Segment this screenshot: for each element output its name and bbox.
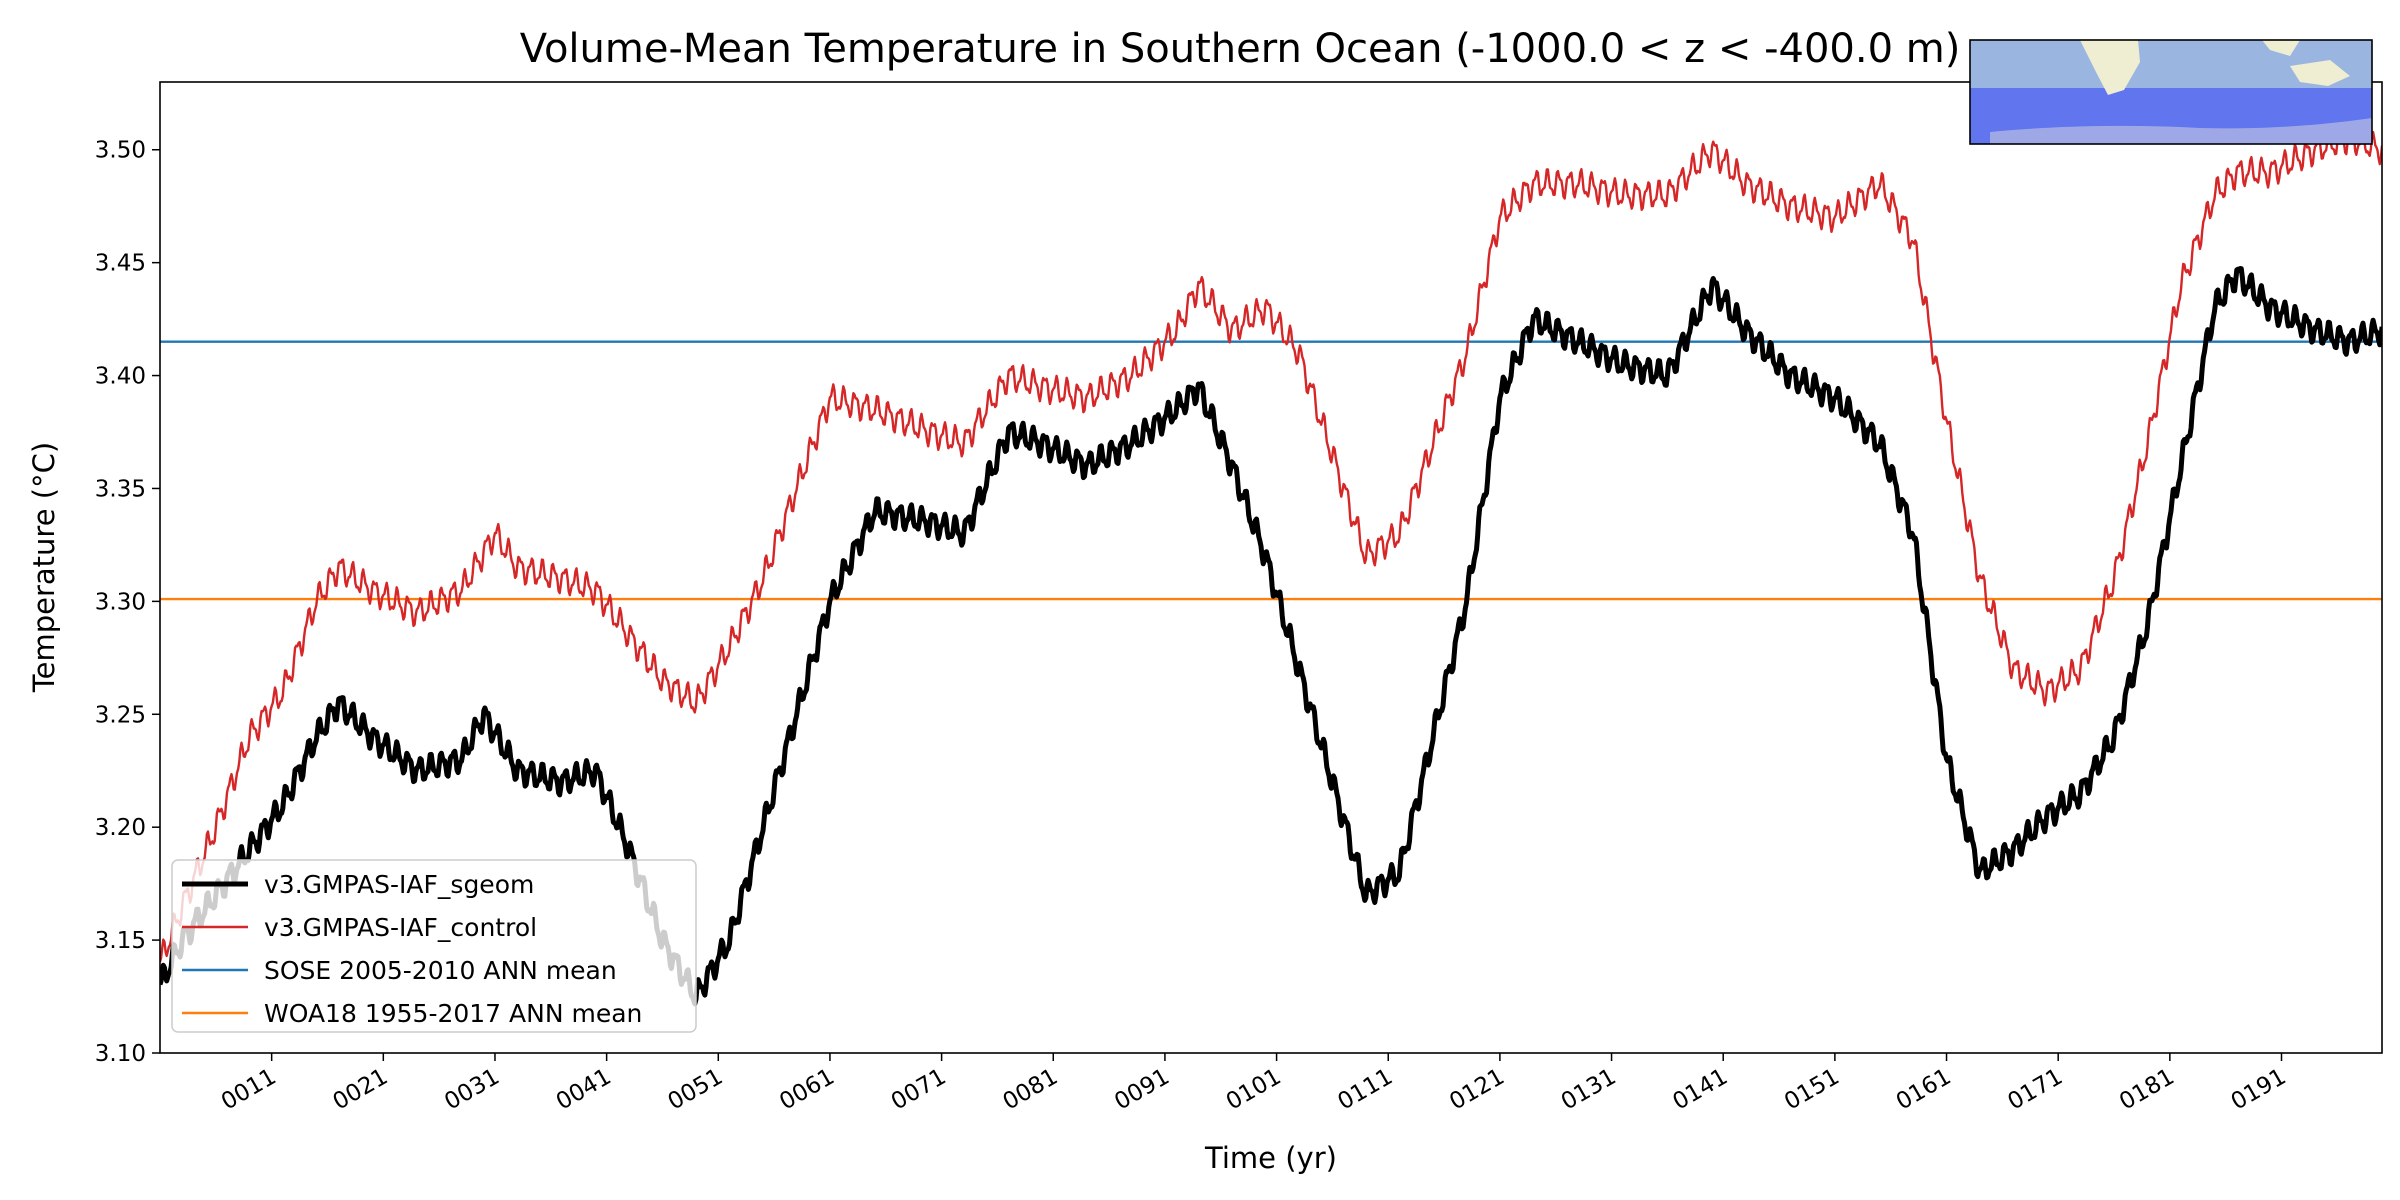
legend-label-1: v3.GMPAS-IAF_control xyxy=(264,913,537,942)
y-tick-label: 3.45 xyxy=(95,251,146,277)
y-axis-label: Temperature (°C) xyxy=(27,442,61,693)
y-tick-label: 3.15 xyxy=(95,928,146,954)
y-tick-label: 3.30 xyxy=(95,589,146,615)
series-line-0 xyxy=(160,266,2382,1007)
legend-box xyxy=(171,859,697,1033)
series-line-1 xyxy=(160,126,2382,963)
map-land-africa xyxy=(2262,40,2300,56)
region-map-inset xyxy=(1969,39,2373,145)
chart-title: Volume-Mean Temperature in Southern Ocea… xyxy=(520,26,1961,72)
map-antarctica xyxy=(1990,118,2372,144)
map-land-australia xyxy=(2290,60,2350,86)
legend-label-3: WOA18 1955-2017 ANN mean xyxy=(264,999,642,1028)
plot-frame xyxy=(159,81,2383,1054)
y-tick-label: 3.20 xyxy=(95,815,146,841)
y-tick-label: 3.25 xyxy=(95,702,146,728)
map-land-south-america xyxy=(2080,40,2140,95)
y-tick-label: 3.10 xyxy=(95,1041,146,1067)
map-frame xyxy=(1969,39,2373,145)
y-tick-label: 3.50 xyxy=(95,138,146,164)
series-layer xyxy=(160,126,2382,1007)
x-axis-label: Time (yr) xyxy=(1204,1141,1337,1175)
y-axis: 3.10 3.15 3.20 3.25 3.30 3.35 3.40 3.45 3.50 xyxy=(95,138,160,1067)
y-tick-label: 3.40 xyxy=(95,364,146,390)
legend: v3.GMPAS-IAF_sgeom v3.GMPAS-IAF_control SO… xyxy=(171,859,697,1033)
legend-label-0: v3.GMPAS-IAF_sgeom xyxy=(264,870,534,899)
y-tick-label: 3.35 xyxy=(95,476,146,502)
legend-label-2: SOSE 2005-2010 ANN mean xyxy=(264,956,617,985)
